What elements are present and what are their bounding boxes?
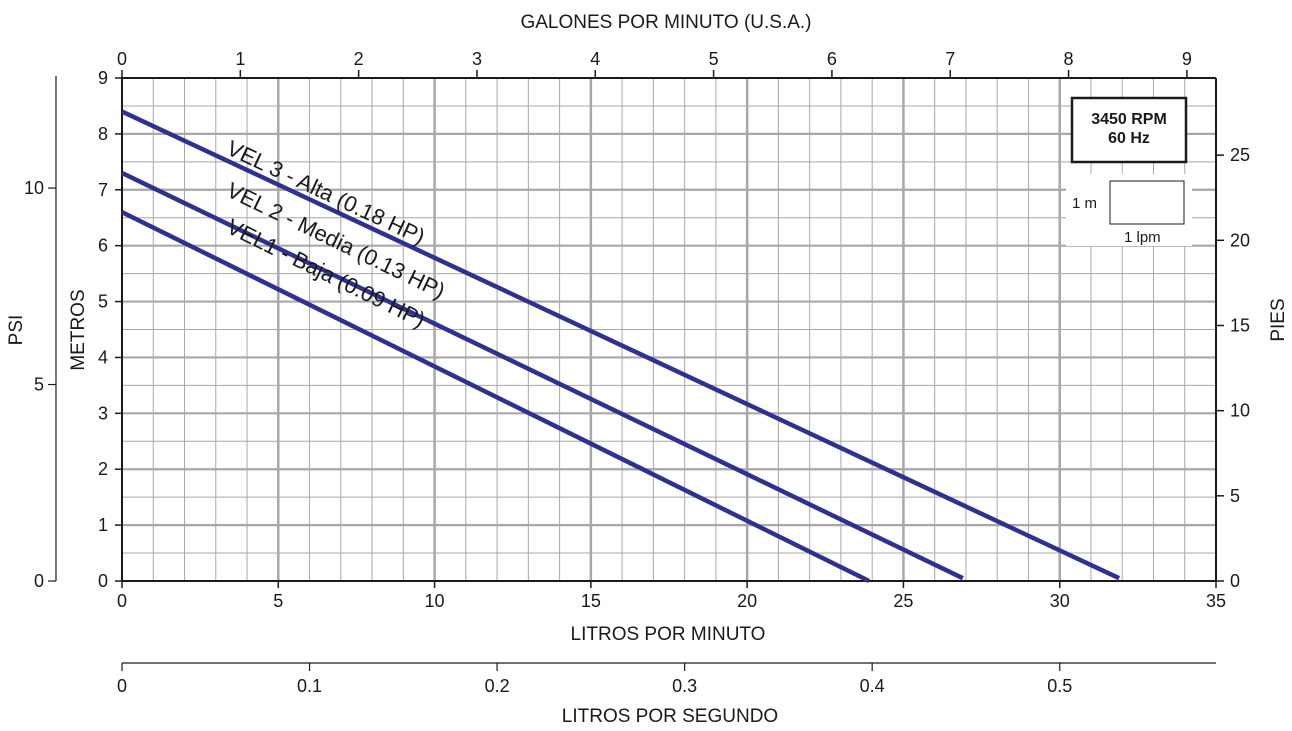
y-tick-label: 2 xyxy=(98,459,108,479)
rating-hz: 60 Hz xyxy=(1108,130,1150,147)
lps-tick-label: 0.5 xyxy=(1047,676,1072,696)
x-tick-label: 10 xyxy=(425,591,445,611)
right-tick-label: 15 xyxy=(1230,315,1250,335)
top-tick-label: 7 xyxy=(945,49,955,69)
top-axis-title: GALONES POR MINUTO (U.S.A.) xyxy=(520,12,811,33)
psi-tick-label: 10 xyxy=(24,178,44,198)
scale-key-box xyxy=(1109,180,1185,225)
right-tick-label: 20 xyxy=(1230,230,1250,250)
right-axis-title: PIES xyxy=(1268,298,1289,341)
y-tick-label: 8 xyxy=(98,124,108,144)
x-tick-label: 5 xyxy=(273,591,283,611)
lps-tick-label: 0.1 xyxy=(297,676,322,696)
x-tick-label: 35 xyxy=(1206,591,1226,611)
rating-rpm: 3450 RPM xyxy=(1091,111,1167,128)
y-tick-label: 3 xyxy=(98,403,108,423)
top-tick-label: 4 xyxy=(590,49,600,69)
right-tick-label: 0 xyxy=(1230,571,1240,591)
top-tick-label: 1 xyxy=(235,49,245,69)
x-tick-label: 25 xyxy=(893,591,913,611)
bottom-outer-axis-title: LITROS POR SEGUNDO xyxy=(562,706,778,727)
right-tick-label: 5 xyxy=(1230,486,1240,506)
pump-curve-line xyxy=(121,210,871,584)
scale-key-meter: 1 m xyxy=(1072,195,1097,212)
lps-tick-label: 0.2 xyxy=(485,676,510,696)
x-tick-label: 0 xyxy=(117,591,127,611)
top-tick-label: 2 xyxy=(354,49,364,69)
psi-tick-label: 5 xyxy=(34,375,44,395)
lps-tick-label: 0 xyxy=(117,676,127,696)
pump-curves: VEL 3 - Alta (0.18 HP)VEL 2 - Media (0.1… xyxy=(121,109,1121,584)
left-outer-axis-title: PSI xyxy=(6,315,27,346)
y-axis-title: METROS xyxy=(68,289,89,370)
pump-curve-line xyxy=(121,109,1121,581)
axes xyxy=(48,70,1224,671)
top-tick-label: 0 xyxy=(117,49,127,69)
y-tick-label: 5 xyxy=(98,292,108,312)
y-tick-label: 6 xyxy=(98,236,108,256)
x-tick-label: 15 xyxy=(581,591,601,611)
rating-box xyxy=(1070,96,1188,164)
psi-tick-label: 0 xyxy=(34,571,44,591)
x-tick-label: 30 xyxy=(1050,591,1070,611)
lps-tick-label: 0.3 xyxy=(672,676,697,696)
scale-key-lpm: 1 lpm xyxy=(1124,229,1161,246)
y-tick-label: 7 xyxy=(98,180,108,200)
top-tick-label: 5 xyxy=(709,49,719,69)
right-tick-label: 25 xyxy=(1230,145,1250,165)
top-tick-label: 8 xyxy=(1064,49,1074,69)
lps-tick-label: 0.4 xyxy=(860,676,885,696)
y-tick-label: 4 xyxy=(98,347,108,367)
y-tick-label: 1 xyxy=(98,515,108,535)
grid xyxy=(122,78,1216,581)
top-tick-label: 9 xyxy=(1182,49,1192,69)
right-tick-label: 10 xyxy=(1230,401,1250,421)
top-tick-label: 3 xyxy=(472,49,482,69)
x-axis-title: LITROS POR MINUTO xyxy=(571,624,766,645)
top-tick-label: 6 xyxy=(827,49,837,69)
y-tick-label: 0 xyxy=(98,571,108,591)
pump-curve-line xyxy=(121,170,964,581)
y-tick-label: 9 xyxy=(98,68,108,88)
x-tick-label: 20 xyxy=(737,591,757,611)
